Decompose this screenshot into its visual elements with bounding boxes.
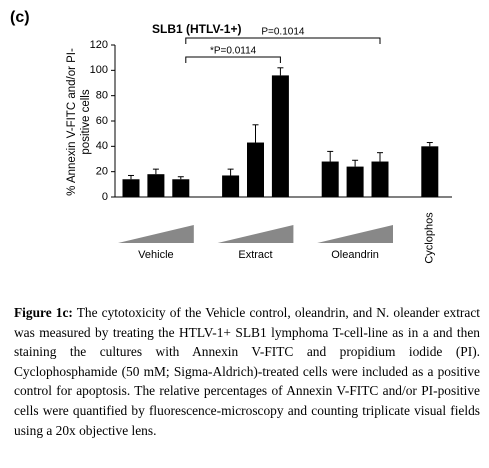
bar <box>222 175 240 197</box>
dose-ramp <box>217 225 294 243</box>
y-tick-label: 120 <box>90 39 108 51</box>
y-tick-label: 40 <box>96 140 108 152</box>
bar <box>247 142 264 197</box>
significance-bracket <box>185 37 381 44</box>
x-group-label: Extract <box>238 249 272 261</box>
bar <box>172 179 190 197</box>
significance-bracket <box>185 56 281 63</box>
bar <box>122 179 140 197</box>
chart: (c) SLB1 (HTLV-1+) % Annexin V-FITC and/… <box>10 9 452 264</box>
caption-text: The cytotoxicity of the Vehicle control,… <box>14 305 480 438</box>
bar <box>421 146 439 197</box>
x-group-label: Oleandrin <box>331 249 379 261</box>
bar <box>147 174 165 197</box>
significance-label: P=0.1014 <box>261 27 305 38</box>
y-axis-label: % Annexin V-FITC and/or PI- <box>66 48 78 196</box>
y-tick-label: 80 <box>96 90 108 102</box>
caption: Figure 1c: The cytotoxicity of the Vehic… <box>14 303 480 440</box>
bar <box>321 161 339 197</box>
dose-ramp <box>317 225 393 243</box>
bar <box>346 166 364 197</box>
y-tick-label: 20 <box>96 166 108 178</box>
y-tick-label: 60 <box>96 115 108 127</box>
panel-label: (c) <box>10 9 30 26</box>
bar <box>371 161 389 197</box>
bar <box>271 75 289 197</box>
dose-ramp <box>118 225 194 243</box>
x-group-label: Cyclophos <box>424 212 436 264</box>
significance-label: *P=0.0114 <box>210 46 257 57</box>
y-tick-label: 0 <box>102 191 108 203</box>
y-tick-label: 100 <box>90 64 108 76</box>
caption-label: Figure 1c: <box>14 305 73 320</box>
x-group-label: Vehicle <box>138 249 173 261</box>
chart-title: SLB1 (HTLV-1+) <box>152 22 241 36</box>
y-axis-label: positive cells <box>80 89 92 154</box>
